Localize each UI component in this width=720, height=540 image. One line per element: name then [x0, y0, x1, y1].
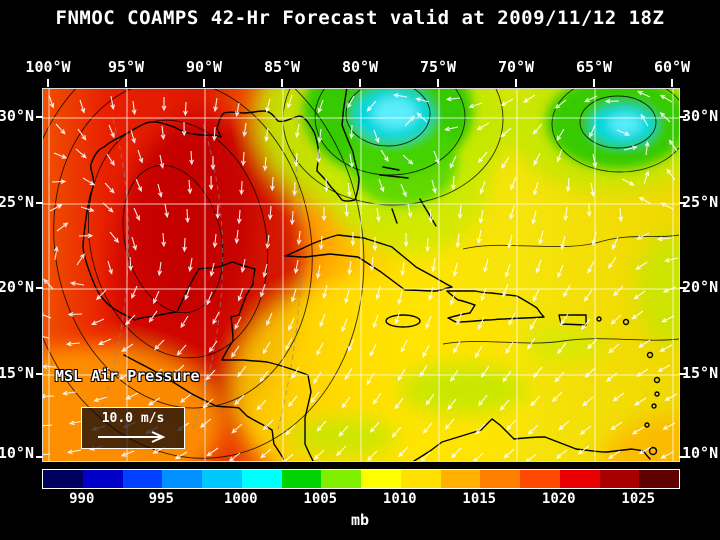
lon-label: 65°W — [575, 58, 613, 76]
axis-tick — [203, 79, 205, 87]
colorbar-segment — [82, 470, 123, 488]
colorbar-segment — [43, 470, 83, 488]
page-title: FNMOC COAMPS 42-Hr Forecast valid at 200… — [55, 7, 665, 29]
colorbar-segment — [361, 470, 401, 488]
coastlines — [82, 89, 661, 461]
axis-tick — [36, 373, 43, 375]
lon-label: 85°W — [263, 58, 301, 76]
colorbar — [42, 469, 680, 489]
axis-tick — [679, 456, 686, 458]
lon-label: 60°W — [653, 58, 691, 76]
colorbar-tick-label: 995 — [148, 491, 174, 507]
axis-tick — [125, 79, 127, 87]
colorbar-segment — [400, 470, 441, 488]
lat-label: 30°N — [0, 107, 34, 125]
longitude-axis: 100°W 95°W 90°W 85°W 80°W 75°W 70°W 65°W… — [25, 58, 690, 78]
lat-label: 20°N — [682, 278, 719, 296]
colorbar-segment — [281, 470, 322, 488]
wind-reference-label: 10.0 m/s — [101, 411, 165, 426]
wind-reference-arrow-icon — [98, 431, 166, 443]
colorbar-tick-label: 1000 — [223, 491, 258, 507]
colorbar-segment — [122, 470, 163, 488]
lat-label: 15°N — [682, 364, 719, 382]
axis-tick — [47, 79, 49, 87]
pressure-field-canvas — [43, 89, 679, 461]
lon-label: 100°W — [25, 58, 71, 76]
axis-tick — [515, 79, 517, 87]
axis-tick — [36, 116, 43, 118]
axis-tick — [359, 79, 361, 87]
colorbar-tick-label: 1015 — [462, 491, 497, 507]
axis-tick — [593, 79, 595, 87]
lat-label: 10°N — [0, 444, 34, 462]
lon-label: 80°W — [341, 58, 379, 76]
wind-reference-box: 10.0 m/s — [81, 407, 185, 449]
axis-tick — [671, 79, 673, 87]
lon-label: 90°W — [185, 58, 223, 76]
wind-vectors — [43, 91, 679, 461]
lon-label: 70°W — [497, 58, 535, 76]
colorbar-unit: mb — [350, 511, 370, 529]
axis-tick — [36, 456, 43, 458]
colorbar-segment — [599, 470, 640, 488]
axis-tick — [281, 79, 283, 87]
colorbar-segment — [639, 470, 679, 488]
colorbar-segment — [520, 470, 560, 488]
colorbar-segment — [440, 470, 481, 488]
axis-tick — [36, 202, 43, 204]
lat-label: 15°N — [0, 364, 34, 382]
colorbar-tick-label: 1020 — [541, 491, 576, 507]
colorbar-segment — [559, 470, 600, 488]
lat-label: 25°N — [682, 193, 719, 211]
lat-label: 20°N — [0, 278, 34, 296]
lat-label: 25°N — [0, 193, 34, 211]
lon-label: 95°W — [107, 58, 145, 76]
axis-tick — [679, 287, 686, 289]
low-pressure-cores — [303, 89, 679, 206]
axis-tick — [679, 373, 686, 375]
colorbar-segment — [202, 470, 242, 488]
lat-label: 10°N — [682, 444, 719, 462]
colorbar-ticks: 990 995 1000 1005 1010 1015 1020 1025 — [42, 491, 678, 509]
axis-tick — [36, 287, 43, 289]
latitude-axis-right: 30°N 25°N 20°N 15°N 10°N — [680, 88, 720, 462]
colorbar-tick-label: 1025 — [621, 491, 656, 507]
colorbar-segment — [162, 470, 202, 488]
colorbar-segment — [241, 470, 282, 488]
colorbar-segment — [321, 470, 361, 488]
lat-label: 30°N — [682, 107, 719, 125]
latitude-axis-left: 30°N 25°N 20°N 15°N 10°N — [0, 88, 40, 462]
colorbar-segment — [480, 470, 520, 488]
axis-tick — [679, 202, 686, 204]
axis-tick — [437, 79, 439, 87]
axis-tick — [679, 116, 686, 118]
field-label: MSL Air Pressure — [55, 367, 200, 385]
colorbar-tick-label: 1005 — [303, 491, 338, 507]
pressure-map: MSL Air Pressure 10.0 m/s — [42, 88, 680, 462]
lon-label: 75°W — [419, 58, 457, 76]
colorbar-tick-label: 990 — [69, 491, 95, 507]
colorbar-tick-label: 1010 — [382, 491, 417, 507]
